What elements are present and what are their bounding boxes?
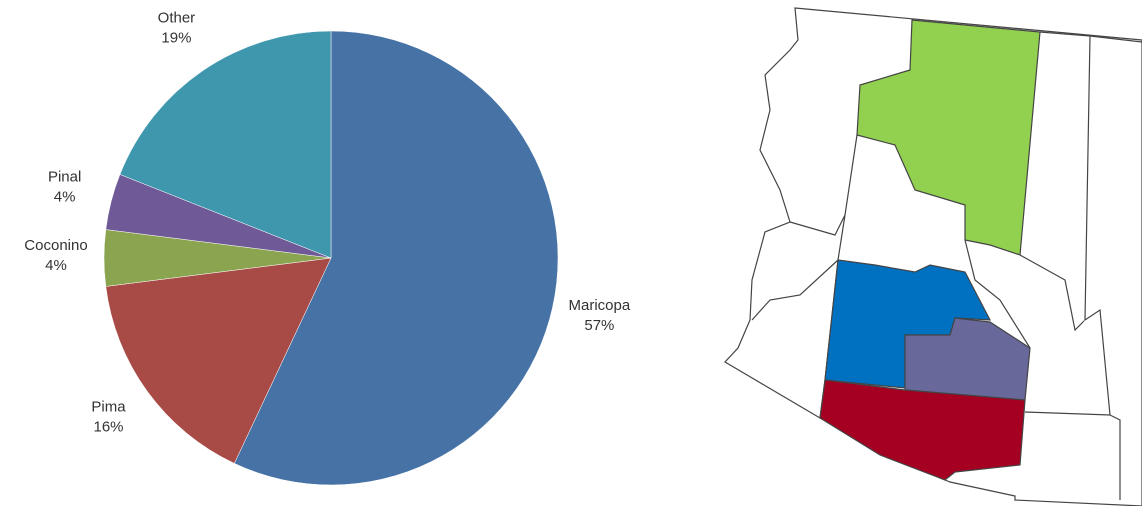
slice-label: Other 19% <box>158 10 196 47</box>
slice-value: 4% <box>45 257 67 274</box>
slice-value: 16% <box>94 419 124 436</box>
slice-label: Pinal 4% <box>48 169 81 206</box>
arizona-map <box>724 7 1142 506</box>
slice-label: Coconino 4% <box>24 237 87 274</box>
pie-chart: Maricopa 57% Pima 16% Coconino 4% Pinal 4% Other… <box>24 10 631 486</box>
pie-slice <box>234 30 559 486</box>
county-lines <box>964 239 1031 349</box>
county-lines <box>1109 414 1121 500</box>
slice-name: Pinal <box>48 169 81 186</box>
slice-value: 19% <box>161 30 191 47</box>
county-lines <box>751 259 839 321</box>
slice-name: Other <box>158 10 196 27</box>
maricopa-county <box>824 259 992 389</box>
pima-county <box>819 379 1026 481</box>
county-lines <box>1089 35 1142 43</box>
slice-name: Pima <box>91 399 126 416</box>
slice-name: Coconino <box>24 237 87 254</box>
slice-label: Maricopa 57% <box>569 297 631 334</box>
slice-value: 4% <box>54 189 76 206</box>
slice-label: Pima 16% <box>91 399 126 436</box>
slice-value: 57% <box>584 317 614 334</box>
county-lines <box>789 214 846 236</box>
slice-name: Maricopa <box>569 297 631 314</box>
coconino-county <box>856 19 1041 256</box>
county-lines <box>1024 308 1111 416</box>
county-lines <box>1019 31 1091 332</box>
pie-slice <box>105 257 332 464</box>
pie-slice <box>119 30 332 259</box>
